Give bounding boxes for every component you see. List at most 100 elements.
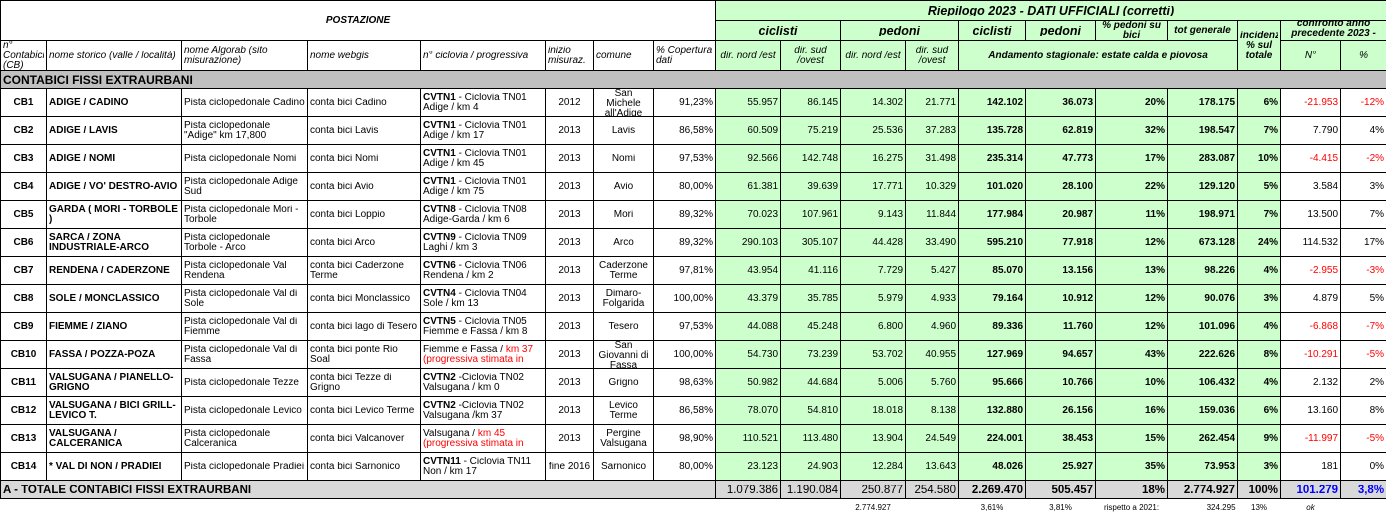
cell: CB8: [13, 293, 34, 304]
header-ciclisti-dir: ciclisti: [758, 25, 798, 36]
ciclovia-cell: CVTN1 - Ciclovia TN01 Adige / km 4: [423, 93, 543, 113]
cell: 7%: [1369, 209, 1385, 220]
ciclovia-cell: CVTN8 - Ciclovia TN08 Adige-Garda / km 6: [423, 205, 543, 225]
header-perc-pedoni: % pedoni su bici: [1102, 21, 1161, 40]
cell: 6%: [1263, 97, 1279, 108]
total-value: 3,8%: [1357, 484, 1385, 495]
cell: 181: [1321, 461, 1339, 472]
section-title: CONTABICI FISSI EXTRAURBANI: [3, 74, 193, 85]
column-header: dir. sud /ovest: [794, 45, 827, 66]
cell: Pista ciclopedonale Nomi: [184, 153, 297, 164]
cell: 86,58%: [679, 405, 714, 416]
cell: 33.490: [925, 237, 957, 248]
cell: -4.415: [1309, 153, 1339, 164]
cell: Pista ciclopedonale Cadino: [184, 97, 305, 108]
cell: 224.001: [986, 433, 1024, 444]
ciclovia-text: - Ciclovia TN01 Adige / km 45: [423, 148, 527, 169]
cell: 9%: [1263, 433, 1279, 444]
cell: CB4: [13, 181, 34, 192]
cell: 86,58%: [679, 125, 714, 136]
cell: 132.880: [986, 405, 1024, 416]
cell: Dimaro-Folgarida: [602, 288, 645, 309]
cell: 4%: [1263, 377, 1279, 388]
cell: 38.453: [1062, 433, 1094, 444]
cell: conta bici Sarnonico: [310, 461, 401, 472]
cell: Pista ciclopedonale Tezze: [184, 377, 299, 388]
cell: 290.103: [741, 237, 779, 248]
header-tot-generale: tot generale: [1174, 25, 1231, 36]
cell: 20%: [1145, 97, 1166, 108]
cell: 2.132: [1312, 377, 1339, 388]
cell: 595.210: [986, 237, 1024, 248]
cell: Pista ciclopedonale Levico: [184, 405, 302, 416]
column-header: n° Contabici (CB): [3, 41, 44, 70]
cell: 198.971: [1198, 209, 1236, 220]
ciclovia-text: - Ciclovia TN01 Adige / km 4: [423, 92, 527, 113]
cell: 70.023: [747, 209, 779, 220]
cell: 2013: [558, 125, 581, 136]
total-value: 505.457: [1051, 484, 1094, 495]
cell: 4%: [1263, 321, 1279, 332]
cell: 91,23%: [679, 97, 714, 108]
cell: 5.979: [877, 293, 904, 304]
cell: CB12: [10, 405, 37, 416]
cell: conta bici Levico Terme: [310, 405, 415, 416]
cell: 107.961: [801, 209, 839, 220]
cell: 31.498: [925, 153, 957, 164]
cell: -5%: [1366, 349, 1385, 360]
cell: 4%: [1369, 125, 1385, 136]
cell: SARCA / ZONA INDUSTRIALE-ARCO: [49, 232, 149, 253]
cell: 44.684: [807, 377, 839, 388]
ciclovia-bold: CVTN1: [423, 148, 456, 159]
cell: CB10: [10, 349, 37, 360]
cell: Sarnonico: [600, 461, 647, 472]
cell: CB3: [13, 153, 34, 164]
ciclovia-bold: CVTN1: [423, 176, 456, 187]
total-value: 18%: [1141, 484, 1166, 495]
header-ciclisti: ciclisti: [972, 25, 1012, 36]
cell: 283.087: [1198, 153, 1236, 164]
cell: conta bici Tezze di Grigno: [310, 372, 392, 393]
cell: 101.096: [1198, 321, 1236, 332]
ciclovia-text: - Ciclovia TN05 Fiemme e Fassa / km 8: [423, 316, 528, 337]
cell: 36.073: [1062, 97, 1094, 108]
column-header: dir. nord /est: [845, 50, 901, 61]
ciclovia-bold: CVTN2: [423, 372, 456, 383]
cell: CB13: [10, 433, 37, 444]
cell: 75.219: [807, 125, 839, 136]
cell: 97,53%: [679, 321, 714, 332]
cell: conta bici Monclassico: [310, 293, 411, 304]
header-pedoni: pedoni: [1040, 25, 1081, 36]
cell: -3%: [1366, 265, 1385, 276]
cell: 35.785: [807, 293, 839, 304]
total-value: 2.774.927: [1183, 484, 1236, 495]
cell: 85.070: [992, 265, 1024, 276]
cell: 13%: [1145, 265, 1166, 276]
cell: ADIGE / CADINO: [49, 97, 129, 108]
footer-value: 324.295: [1206, 502, 1236, 512]
cell: 11.844: [926, 209, 957, 220]
cell: 80,00%: [679, 181, 714, 192]
cell: FASSA / POZZA-POZA: [49, 349, 156, 360]
cell: San Giovanni di Fassa: [598, 341, 649, 368]
cell: 89,32%: [679, 209, 714, 220]
header-title: Riepilogo 2023 - DATI UFFICIALI (corrett…: [927, 5, 1175, 16]
cell: 2013: [558, 181, 581, 192]
ciclovia-bold: CVTN8: [423, 204, 456, 215]
cell: ADIGE / VO' DESTRO-AVIO: [49, 181, 178, 192]
cell: 45.248: [807, 321, 839, 332]
cell: 6.800: [877, 321, 904, 332]
cell: VALSUGANA / CALCERANICA: [49, 428, 123, 449]
ciclovia-cell: CVTN9 - Ciclovia TN09 Laghi / km 3: [423, 233, 543, 253]
cell: 32%: [1145, 125, 1166, 136]
ciclovia-text: Fiemme e Fassa /: [423, 344, 504, 355]
cell: fine 2016: [548, 461, 591, 472]
cell: 10%: [1145, 377, 1166, 388]
cell: 7.790: [1312, 125, 1339, 136]
cell: Pista ciclopedonale Val di Sole: [184, 288, 298, 309]
cell: 4.933: [930, 293, 957, 304]
cell: 4.879: [1312, 293, 1339, 304]
cell: 43%: [1145, 349, 1166, 360]
cell: conta bici lago di Tesero: [310, 321, 418, 332]
cell: 24.549: [925, 433, 957, 444]
